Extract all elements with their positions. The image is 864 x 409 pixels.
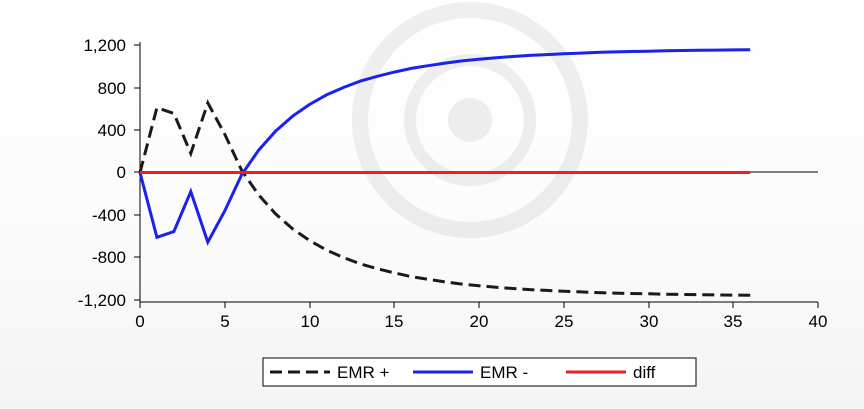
- y-tick-label: 0: [117, 163, 126, 182]
- y-tick-label: -1,200: [78, 291, 126, 310]
- y-tick-label: -800: [92, 248, 126, 267]
- x-tick-label: 30: [640, 312, 659, 331]
- x-tick-label: 25: [555, 312, 574, 331]
- y-axis-ticks: [134, 44, 140, 301]
- x-tick-label: 15: [385, 312, 404, 331]
- x-tick-label: 20: [470, 312, 489, 331]
- x-axis-labels: 0 5 10 15 20 25 30 35 40: [135, 312, 827, 331]
- series-line-emr-plus: [138, 99, 751, 297]
- x-tick-label: 40: [809, 312, 828, 331]
- y-tick-label: -400: [92, 206, 126, 225]
- watermark-emblem: [352, 2, 588, 238]
- x-axis-ticks: [139, 302, 819, 308]
- legend: EMR + EMR - diff: [262, 357, 697, 387]
- legend-label-emr-plus: EMR +: [337, 363, 390, 382]
- legend-label-diff: diff: [633, 363, 656, 382]
- y-axis-labels: 1,200 800 400 0 -400 -800 -1,200: [78, 36, 126, 310]
- x-tick-label: 10: [301, 312, 320, 331]
- y-tick-label: 800: [98, 79, 126, 98]
- legend-label-emr-minus: EMR -: [480, 363, 528, 382]
- y-tick-label: 400: [98, 121, 126, 140]
- series-line-emr-minus: [138, 48, 751, 246]
- x-tick-label: 35: [724, 312, 743, 331]
- x-tick-label: 0: [135, 312, 144, 331]
- series-group: [138, 48, 751, 297]
- x-tick-label: 5: [220, 312, 229, 331]
- y-tick-label: 1,200: [83, 36, 126, 55]
